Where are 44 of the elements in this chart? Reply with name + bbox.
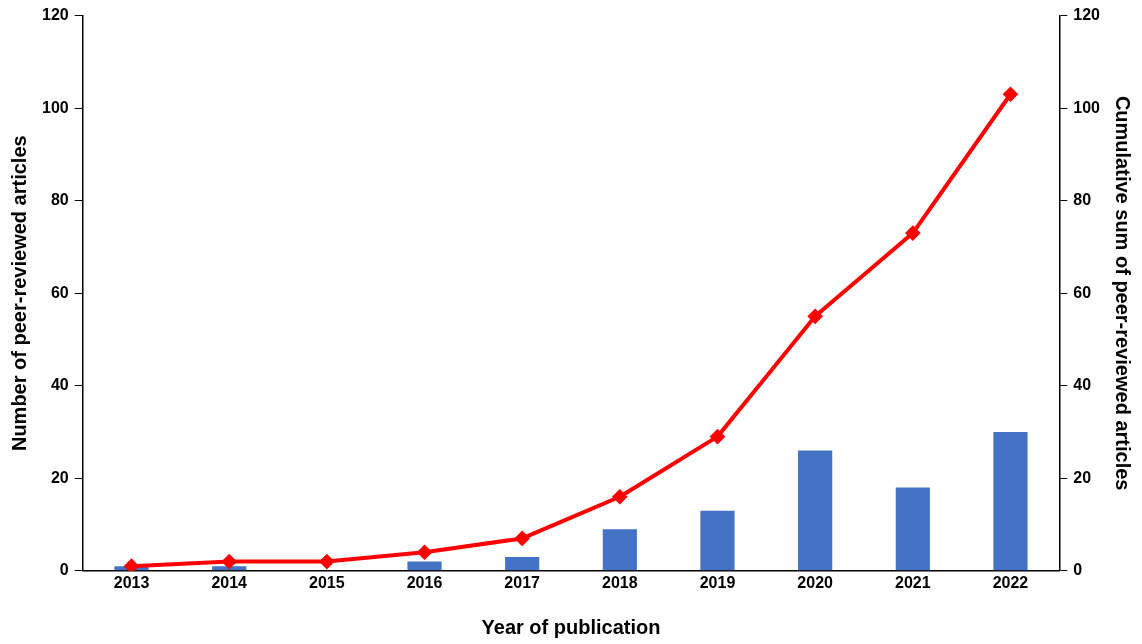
point [319, 554, 334, 569]
bar [895, 487, 930, 571]
bar [993, 432, 1028, 571]
y2-tick-label: 0 [1073, 561, 1083, 579]
point [515, 531, 530, 546]
point [905, 226, 920, 241]
y2-tick-label: 100 [1073, 98, 1101, 116]
y-tick-label: 40 [50, 376, 69, 394]
x-tick-label: 2013 [113, 573, 150, 591]
bar [700, 510, 735, 571]
point [808, 309, 823, 324]
y-tick-label: 80 [50, 191, 69, 209]
x-tick-label: 2014 [211, 573, 248, 591]
x-tick-label: 2020 [797, 573, 834, 591]
y-tick-label: 0 [59, 561, 69, 579]
bar [602, 529, 637, 571]
y2-tick-label: 80 [1073, 191, 1092, 209]
y-tick-label: 100 [41, 98, 69, 116]
point [612, 489, 627, 504]
x-tick-label: 2018 [602, 573, 638, 591]
y2-tick-label: 20 [1073, 468, 1092, 486]
y2-tick-label: 60 [1073, 283, 1092, 301]
x-tick-label: 2019 [699, 573, 736, 591]
point [417, 545, 432, 560]
point [710, 429, 725, 444]
y2-tick-label: 120 [1073, 6, 1101, 24]
x-tick-label: 2017 [504, 573, 541, 591]
bar [798, 450, 833, 571]
x-tick-label: 2021 [895, 573, 931, 591]
x-tick-label: 2016 [406, 573, 443, 591]
y2-tick-label: 40 [1073, 376, 1092, 394]
x-tick-label: 2022 [992, 573, 1029, 591]
y-tick-label: 60 [50, 283, 69, 301]
y-tick-label: 120 [41, 6, 69, 24]
y-tick-label: 20 [50, 468, 69, 486]
x-tick-label: 2015 [309, 573, 345, 591]
point [222, 554, 237, 569]
x-axis-title: Year of publication [481, 615, 661, 638]
point [1003, 87, 1018, 102]
bar [505, 556, 540, 571]
point [124, 559, 139, 571]
y2-axis-title: Cumulative sum of peer-reviewed articles [1112, 95, 1135, 491]
bar [407, 561, 442, 571]
y-axis-title: Number of peer-reviewed articles [7, 135, 30, 452]
